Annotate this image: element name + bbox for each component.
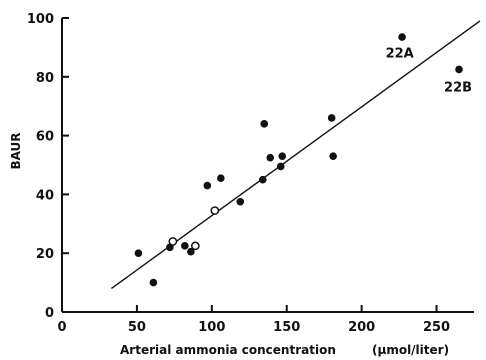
x-axis-unit: (µmol/liter) (372, 343, 449, 357)
y-tick-label: 100 (27, 12, 54, 27)
points-group (134, 33, 463, 287)
y-tick-label: 80 (36, 71, 54, 86)
data-point (187, 247, 195, 256)
data-point (260, 120, 269, 128)
data-point (203, 181, 212, 190)
open-data-point (210, 206, 220, 215)
labels-group: 22A 22B (386, 47, 472, 96)
y-tick-label: 0 (45, 306, 54, 321)
axes: 0 20 40 60 80 100 0 50 100 150 200 250 (27, 12, 474, 335)
data-point (258, 175, 267, 184)
x-tick-label: 50 (128, 320, 146, 335)
data-point (236, 197, 245, 206)
x-tick-label: 250 (423, 320, 450, 335)
x-axis-title: Arterial ammonia concentration (120, 343, 336, 357)
y-tick-label: 40 (36, 188, 54, 203)
y-axis-title: BAUR (9, 132, 23, 169)
data-point (149, 278, 158, 287)
data-point (276, 162, 285, 171)
point-annotation: 22B (444, 81, 472, 96)
data-point (134, 249, 143, 257)
x-tick-label: 200 (348, 320, 375, 335)
y-tick-label: 60 (36, 130, 54, 145)
data-point (398, 33, 406, 41)
x-tick-label: 150 (273, 320, 300, 335)
y-tick-label: 20 (36, 247, 54, 262)
data-point (278, 152, 287, 160)
open-data-point (190, 241, 200, 251)
data-point (327, 114, 336, 122)
x-tick-label: 100 (198, 320, 225, 335)
data-point (455, 65, 463, 74)
point-annotation: 22A (386, 47, 414, 62)
data-point (329, 152, 337, 160)
x-tick-label: 0 (57, 320, 66, 335)
data-point (181, 242, 189, 250)
data-point (217, 174, 225, 183)
data-point (266, 153, 275, 162)
open-data-point (168, 237, 178, 246)
